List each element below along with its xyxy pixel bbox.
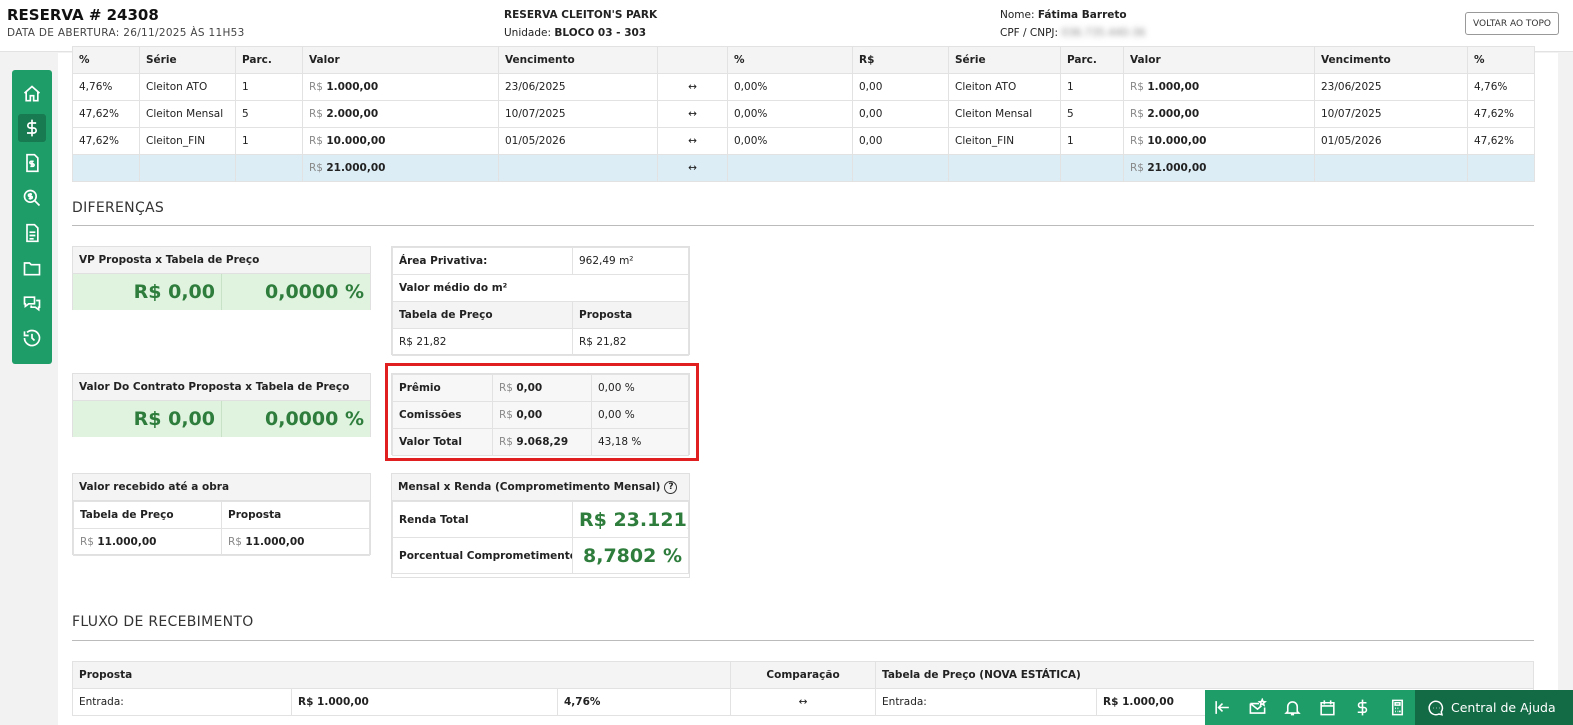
unit-info: Unidade: BLOCO 03 - 303 — [504, 27, 647, 39]
table-header-row: % Série Parc. Valor Vencimento % R$ Séri… — [72, 46, 1535, 74]
col-header: Série — [948, 46, 1061, 74]
dollar-icon[interactable] — [18, 114, 46, 142]
calculator-icon[interactable] — [1380, 690, 1415, 725]
compare-arrow-icon: ↔ — [657, 73, 728, 101]
opening-date: DATA DE ABERTURA: 26/11/2025 ÀS 11H53 — [7, 27, 245, 39]
received-until-works-card: Valor recebido até a obra Tabela de Preç… — [72, 473, 371, 556]
invoice-icon[interactable] — [18, 149, 46, 177]
compare-arrow-icon: ↔ — [657, 100, 728, 128]
collapse-left-icon[interactable] — [1205, 690, 1240, 725]
document-icon[interactable] — [18, 219, 46, 247]
section-title-diferencas: DIFERENÇAS — [72, 200, 165, 216]
contract-pct: 0,0000 % — [221, 401, 370, 437]
dollar-icon[interactable] — [1345, 690, 1380, 725]
vp-comparison-card: VP Proposta x Tabela de Preço R$ 0,00 0,… — [72, 246, 371, 310]
col-header: % — [1467, 46, 1535, 74]
col-header: Série — [139, 46, 236, 74]
home-icon[interactable] — [18, 80, 46, 108]
folder-icon[interactable] — [18, 254, 46, 282]
help-center-button[interactable]: Central de Ajuda — [1415, 690, 1573, 725]
highlight-frame — [385, 363, 699, 461]
search-money-icon[interactable] — [18, 184, 46, 212]
private-area-card: Área Privativa: 962,49 m² Valor médio do … — [391, 246, 690, 356]
client-cpf: CPF / CNPJ: 036.735.440-36 — [1000, 27, 1146, 39]
vp-value: R$ 0,00 — [73, 274, 221, 310]
col-header: Parc. — [235, 46, 303, 74]
income-commitment-card: Mensal x Renda (Comprometimento Mensal)?… — [391, 473, 690, 578]
col-header: Valor — [1123, 46, 1315, 74]
col-header: Vencimento — [498, 46, 658, 74]
compare-arrow-icon: ↔ — [730, 688, 877, 716]
calendar-icon[interactable] — [1310, 690, 1345, 725]
history-icon[interactable] — [18, 324, 46, 352]
project-name: RESERVA CLEITON'S PARK — [504, 9, 658, 21]
page-header: RESERVA # 24308 DATA DE ABERTURA: 26/11/… — [0, 0, 1573, 52]
col-header: % — [727, 46, 853, 74]
table-row: 47,62% Cleiton_FIN 1 R$ 10.000,00 01/05/… — [72, 127, 1535, 155]
sidebar — [12, 70, 52, 364]
col-header: Parc. — [1060, 46, 1124, 74]
commitment-pct: 8,7802 % — [572, 537, 689, 574]
income-total: R$ 23.121,21 — [572, 501, 689, 538]
col-header: % — [72, 46, 140, 74]
premium-commission-card: Prêmio R$ 0,00 0,00 % Comissões R$ 0,00 … — [391, 373, 690, 456]
contract-value: R$ 0,00 — [73, 401, 221, 437]
page-title: RESERVA # 24308 — [7, 6, 159, 24]
compare-arrow-icon: ↔ — [657, 127, 728, 155]
help-icon[interactable]: ? — [664, 480, 678, 494]
chat-bubble-icon — [1428, 699, 1444, 716]
mail-star-icon[interactable] — [1240, 690, 1275, 725]
compare-arrow-icon: ↔ — [657, 154, 728, 182]
installments-table: % Série Parc. Valor Vencimento % R$ Séri… — [72, 46, 1535, 182]
contract-comparison-card: Valor Do Contrato Proposta x Tabela de P… — [72, 373, 371, 437]
vp-pct: 0,0000 % — [221, 274, 370, 310]
chat-icon[interactable] — [18, 289, 46, 317]
divider — [72, 225, 1534, 226]
bell-icon[interactable] — [1275, 690, 1310, 725]
section-title-fluxo: FLUXO DE RECEBIMENTO — [72, 614, 254, 630]
bottom-toolbar: Central de Ajuda — [1205, 690, 1573, 725]
client-name: Nome: Fátima Barreto — [1000, 9, 1127, 21]
col-header: R$ — [852, 46, 949, 74]
col-header: Vencimento — [1314, 46, 1468, 74]
back-to-top-button[interactable]: VOLTAR AO TOPO — [1465, 12, 1559, 35]
divider — [72, 640, 1534, 641]
table-total-row: R$ 21.000,00 ↔ R$ 21.000,00 — [72, 154, 1535, 182]
col-header: Valor — [302, 46, 499, 74]
col-header — [657, 46, 728, 74]
table-row: 47,62% Cleiton Mensal 5 R$ 2.000,00 10/0… — [72, 100, 1535, 128]
table-row: 4,76% Cleiton ATO 1 R$ 1.000,00 23/06/20… — [72, 73, 1535, 101]
